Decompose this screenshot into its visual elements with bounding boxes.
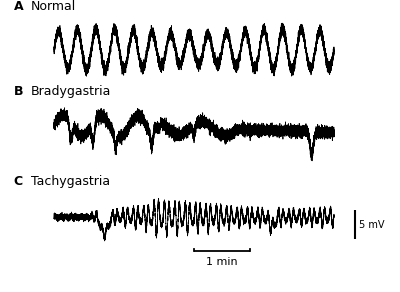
Text: 5 mV: 5 mV bbox=[359, 220, 384, 230]
Text: A: A bbox=[14, 0, 24, 13]
Text: Tachygastria: Tachygastria bbox=[31, 175, 110, 188]
Text: C: C bbox=[14, 175, 23, 188]
Text: 1 min: 1 min bbox=[206, 257, 238, 267]
Text: Bradygastria: Bradygastria bbox=[31, 85, 111, 98]
Text: B: B bbox=[14, 85, 23, 98]
Text: Normal: Normal bbox=[31, 0, 76, 13]
